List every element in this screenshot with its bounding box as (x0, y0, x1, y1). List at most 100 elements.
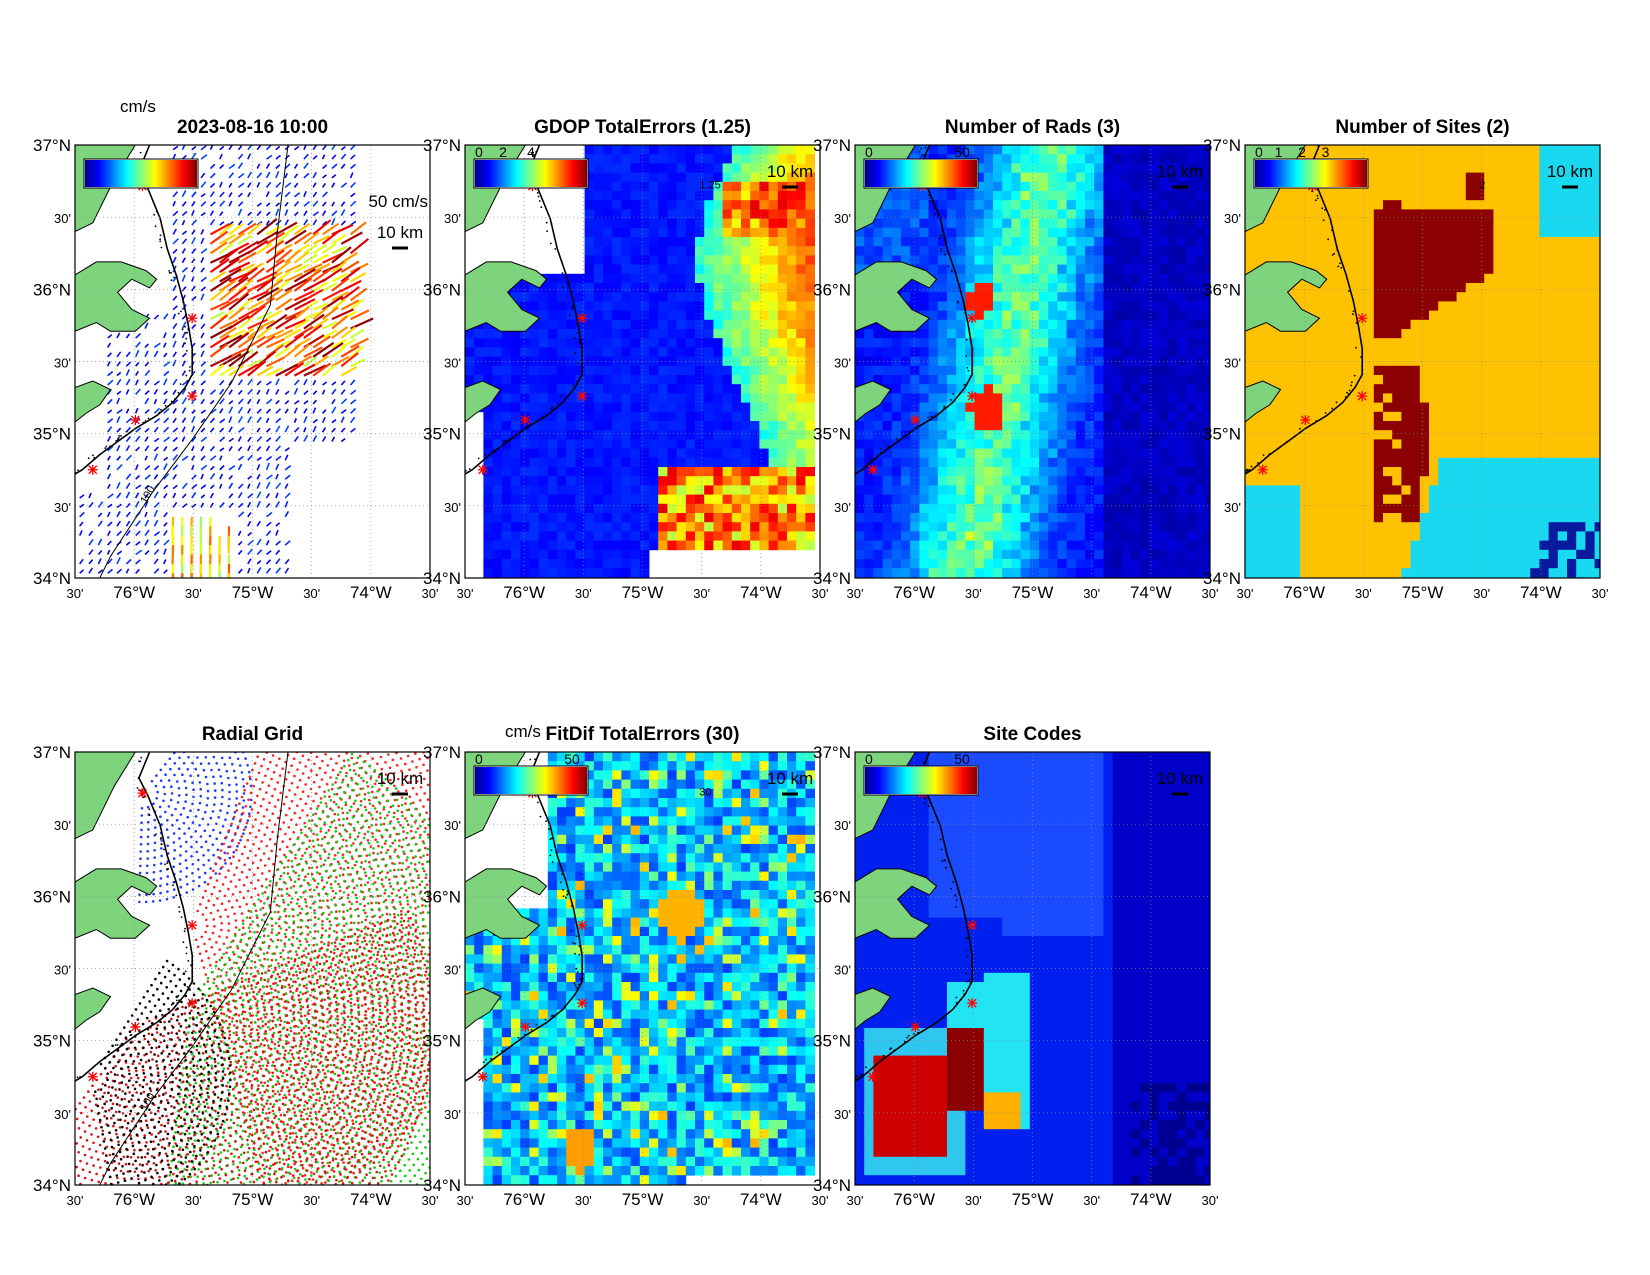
colorbar-tick-label: 0 (475, 751, 483, 767)
lon-tick-label: 74°W (350, 1190, 392, 1209)
lat-tick-label: 35°N (813, 1032, 851, 1051)
lon-tick-label: 76°W (1283, 583, 1325, 602)
site-marker (130, 1021, 141, 1032)
scale-bar-label: 10 km (377, 769, 423, 788)
contour-label: 30 (699, 786, 711, 798)
lon-tick-label: 30' (693, 1193, 710, 1208)
lat-tick-label: 30' (54, 211, 71, 226)
coastline (465, 145, 583, 475)
lon-tick-label: 76°W (503, 1190, 545, 1209)
map-area: 1.25 (465, 145, 820, 578)
colorbar-tick-label: 50 (564, 751, 580, 767)
radar-sites (87, 181, 198, 475)
data-cells (855, 145, 1210, 578)
lat-tick-label: 30' (444, 500, 461, 515)
scale-bar-label: 10 km (767, 769, 813, 788)
lon-tick-label: 30' (965, 1193, 982, 1208)
colorbar: 0 50 (863, 751, 979, 796)
lon-tick-label: 30' (1473, 586, 1490, 601)
lon-tick-label: 30' (1083, 1193, 1100, 1208)
lat-tick-label: 37°N (423, 743, 461, 762)
isobath-contour (99, 145, 289, 578)
graticule (465, 752, 820, 1185)
map-area: 100 (75, 752, 430, 1185)
colorbar-tick-label: 0 (865, 144, 873, 160)
coastline (75, 752, 193, 1082)
lon-tick-label: 75°W (232, 1190, 274, 1209)
site-marker (1300, 414, 1311, 425)
lat-tick-label: 30' (54, 818, 71, 833)
lon-tick-label: 75°W (232, 583, 274, 602)
site-marker (910, 414, 921, 425)
lat-tick-label: 30' (834, 963, 851, 978)
lon-tick-label: 30' (422, 586, 439, 601)
lon-tick-label: 30' (965, 586, 982, 601)
axes-frame (74, 751, 431, 1186)
site-marker (577, 313, 588, 324)
lon-tick-label: 30' (457, 586, 474, 601)
data-cells (1245, 145, 1600, 578)
site-marker (1357, 313, 1368, 324)
radar-sites (477, 788, 588, 1082)
lat-tick-label: 30' (834, 818, 851, 833)
panel-title: FitDif TotalErrors (30) (546, 724, 740, 745)
site-marker (967, 313, 978, 324)
lon-tick-label: 74°W (1130, 583, 1172, 602)
coastline (855, 145, 973, 475)
lon-tick-label: 75°W (1012, 583, 1054, 602)
lat-tick-label: 30' (834, 211, 851, 226)
lon-tick-label: 76°W (503, 583, 545, 602)
lon-tick-label: 74°W (350, 583, 392, 602)
site-marker (577, 920, 588, 931)
isobath-contour (99, 752, 289, 1185)
map-area: 100 (75, 145, 430, 578)
graticule (75, 145, 430, 578)
site-marker (520, 414, 531, 425)
scale-bar-label: 10 km (1157, 162, 1203, 181)
panel-nrads: 37°N30'36°N30'35°N30'34°N30' 76°W 30' 75°W 3… (813, 117, 1218, 602)
lon-tick-label: 30' (303, 1193, 320, 1208)
lon-tick-label: 76°W (113, 1190, 155, 1209)
graticule (855, 145, 1210, 578)
lat-tick-label: 36°N (1203, 280, 1241, 299)
lat-tick-label: 30' (54, 1107, 71, 1122)
lon-tick-label: 30' (1592, 586, 1609, 601)
graticule (1245, 145, 1600, 578)
coastline (1245, 145, 1363, 475)
lat-tick-label: 30' (444, 211, 461, 226)
site-marker (1257, 464, 1268, 475)
lon-tick-label: 75°W (1402, 583, 1444, 602)
radial-grid-points (75, 752, 430, 1185)
site-marker (577, 998, 588, 1009)
colorbar-units: cm/s (505, 722, 541, 741)
lat-tick-label: 30' (1224, 500, 1241, 515)
site-marker (130, 414, 141, 425)
lat-tick-label: 30' (444, 356, 461, 371)
lat-tick-label: 37°N (33, 743, 71, 762)
velocity-vectors (78, 145, 374, 578)
axes-frame (1244, 144, 1601, 579)
lat-tick-label: 34°N (423, 1176, 461, 1195)
colorbar: 0 50 (863, 144, 979, 189)
lon-tick-label: 30' (67, 1193, 84, 1208)
lon-tick-label: 76°W (893, 583, 935, 602)
lon-tick-label: 30' (812, 1193, 829, 1208)
panel-sitecodes: 37°N30'36°N30'35°N30'34°N30' 76°W 30' 75°W 3… (813, 724, 1218, 1209)
site-marker (867, 1071, 878, 1082)
panel-title: Radial Grid (202, 724, 303, 745)
axes-frame (464, 144, 821, 579)
lon-tick-label: 30' (575, 1193, 592, 1208)
lat-tick-label: 35°N (423, 1032, 461, 1051)
colorbar-tick-label: 2 (499, 144, 507, 160)
lat-tick-label: 34°N (813, 1176, 851, 1195)
lat-tick-label: 30' (834, 1107, 851, 1122)
lon-tick-label: 30' (812, 586, 829, 601)
lon-tick-label: 30' (847, 586, 864, 601)
lat-tick-label: 30' (444, 1107, 461, 1122)
lat-tick-label: 30' (834, 500, 851, 515)
site-marker (187, 391, 198, 402)
scale-bar-label: 10 km (377, 223, 423, 242)
colorbar-tick-label: 2 (1298, 144, 1306, 160)
